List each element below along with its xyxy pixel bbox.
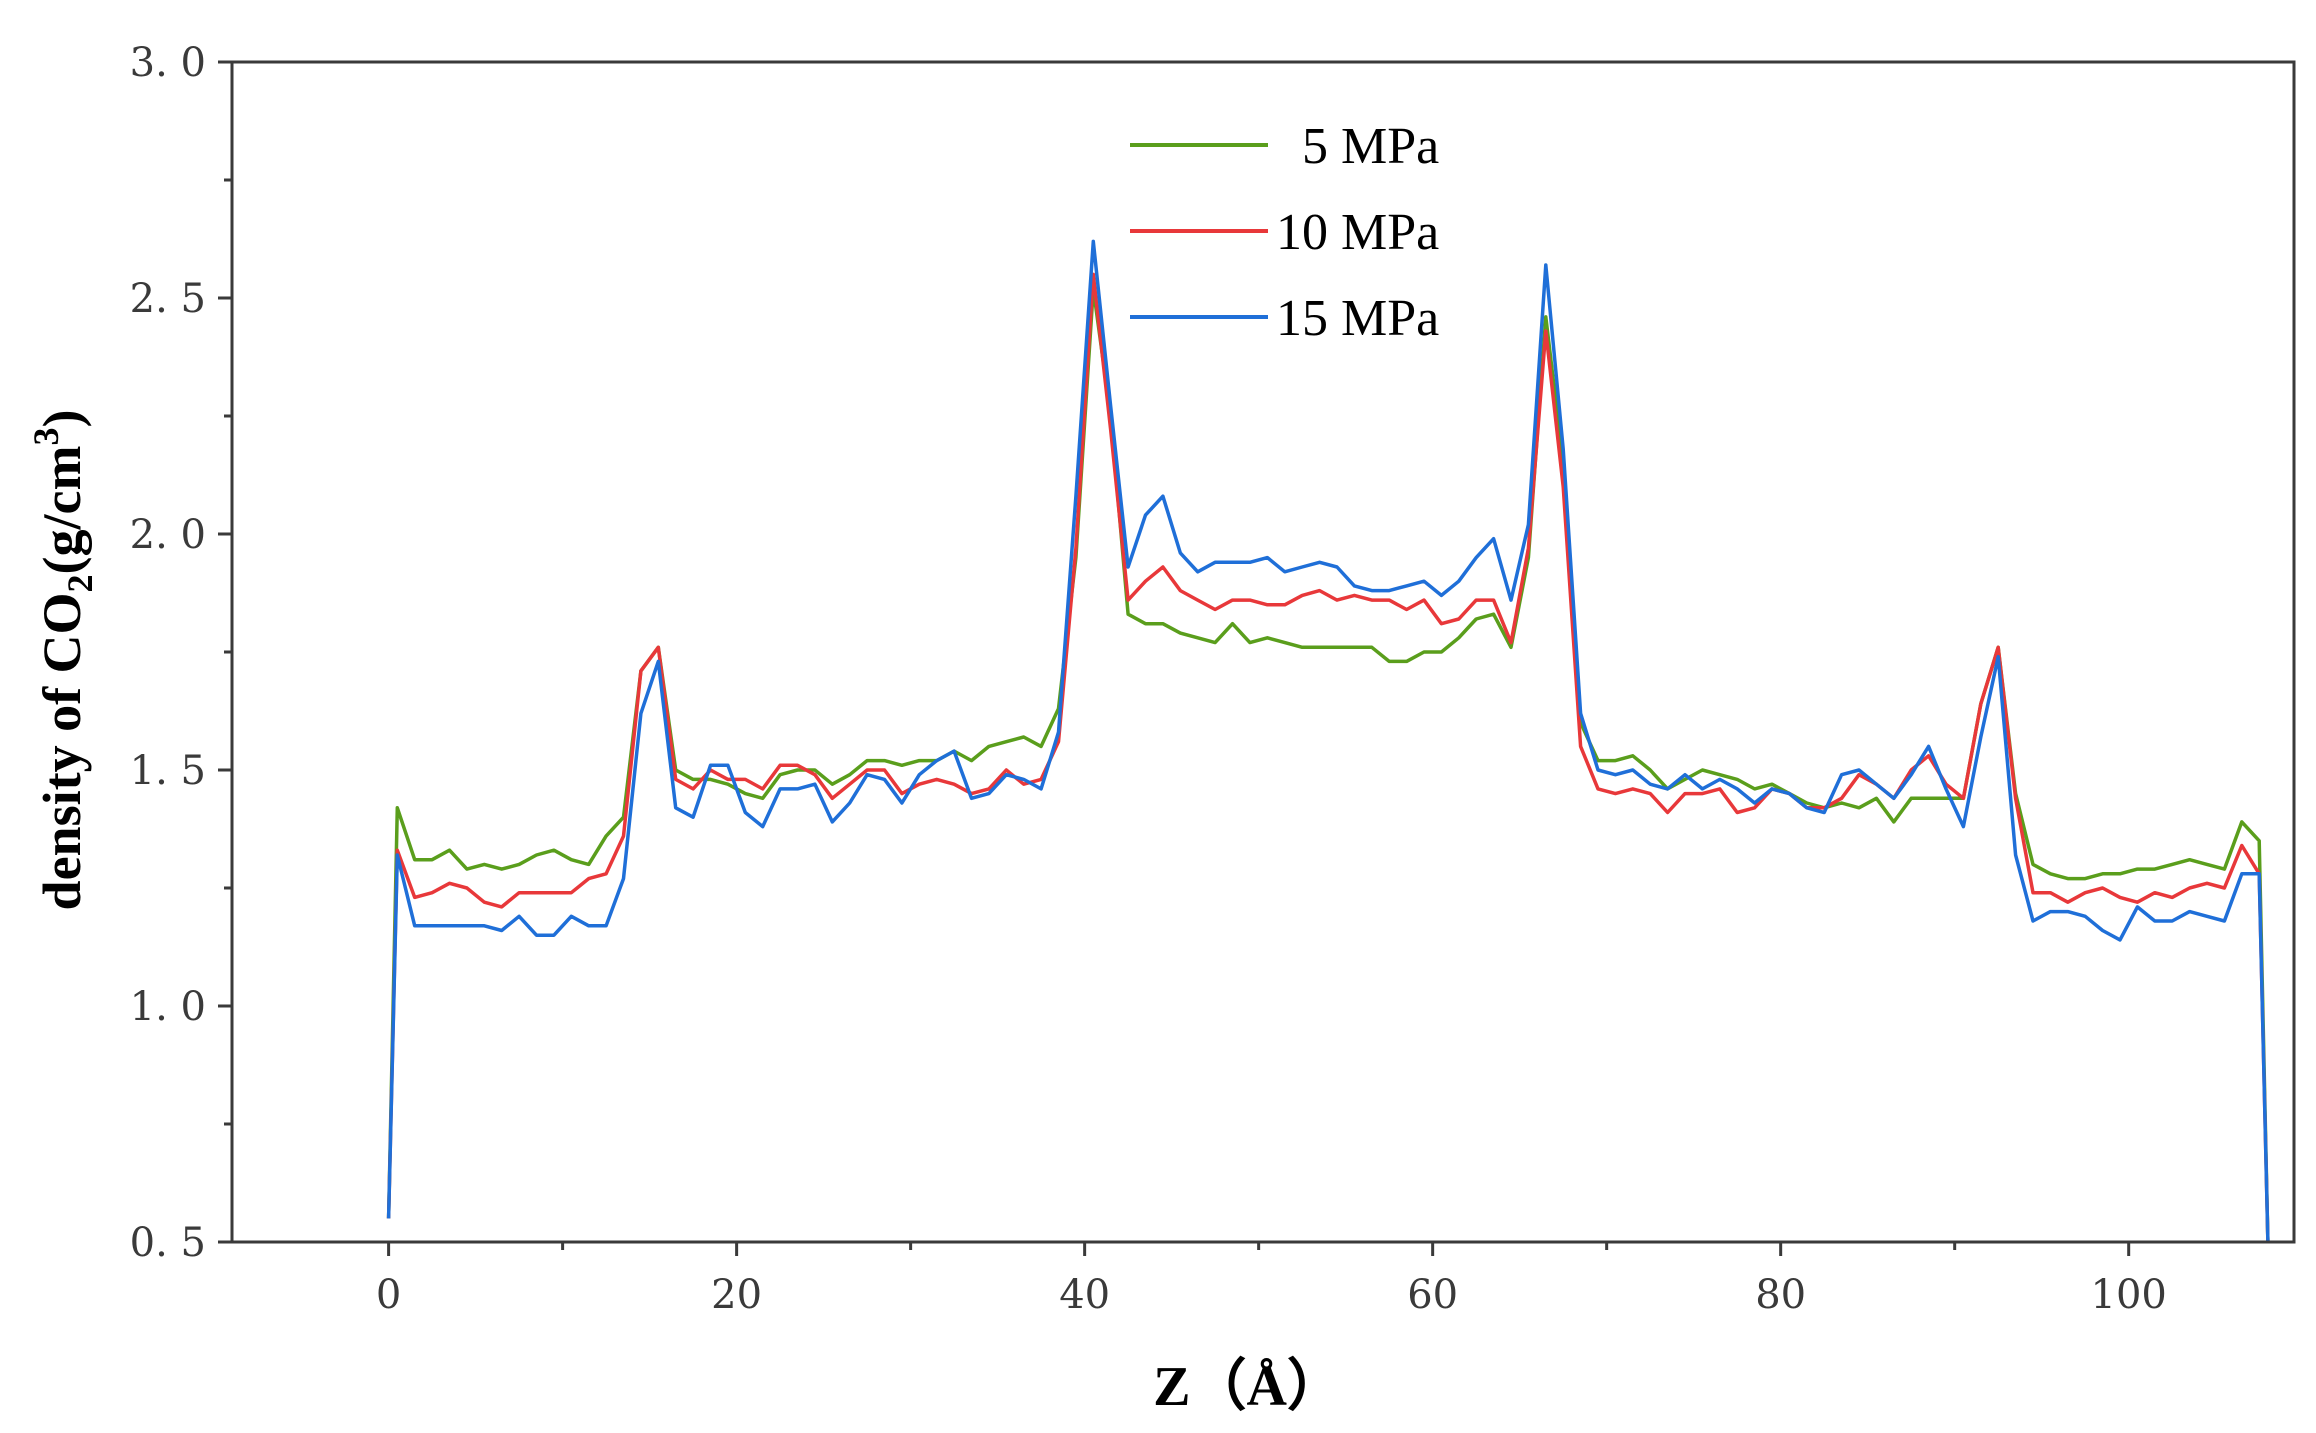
x-tick-label: 20 xyxy=(711,1272,762,1318)
y-axis-title-prefix: density of CO xyxy=(32,592,92,910)
x-tick-label: 60 xyxy=(1407,1272,1458,1318)
series-line-3 xyxy=(386,239,2270,1243)
legend: 5 MPa 10 MPa 15 MPa xyxy=(1130,118,1439,347)
y-tick-label: 2. 0 xyxy=(130,512,206,558)
y-axis-title-subscript: 2 xyxy=(60,574,100,592)
y-axis-title-mid: (g/cm xyxy=(32,446,92,575)
legend-label-2: 10 MPa xyxy=(1276,204,1439,261)
y-tick-label: 0. 5 xyxy=(130,1220,206,1266)
series-line-1 xyxy=(386,286,2270,1243)
series-layer xyxy=(386,239,2270,1243)
y-tick-label: 3. 0 xyxy=(130,40,206,86)
y-tick-label: 1. 5 xyxy=(130,748,206,794)
legend-label-1: 5 MPa xyxy=(1276,118,1439,175)
x-tick-label: 80 xyxy=(1755,1272,1806,1318)
x-tick-label: 0 xyxy=(376,1272,401,1318)
y-axis-title-suffix: ) xyxy=(32,410,92,428)
y-axis-title-superscript: 3 xyxy=(26,428,66,446)
axis-ticks: 0 20 40 60 80 100 0. 5 1. 0 1. 5 2. 0 2. 5 3. 0 xyxy=(130,40,2167,1318)
x-axis-title: Z（Å） xyxy=(1153,1355,1343,1418)
x-tick-label: 100 xyxy=(2091,1272,2167,1318)
legend-label-3: 15 MPa xyxy=(1276,290,1439,347)
x-tick-label: 40 xyxy=(1059,1272,1110,1318)
y-tick-label: 1. 0 xyxy=(130,984,206,1030)
y-tick-label: 2. 5 xyxy=(130,276,206,322)
y-axis-title: density of CO2(g/cm3) xyxy=(26,410,100,911)
series-line-2 xyxy=(386,272,2270,1243)
